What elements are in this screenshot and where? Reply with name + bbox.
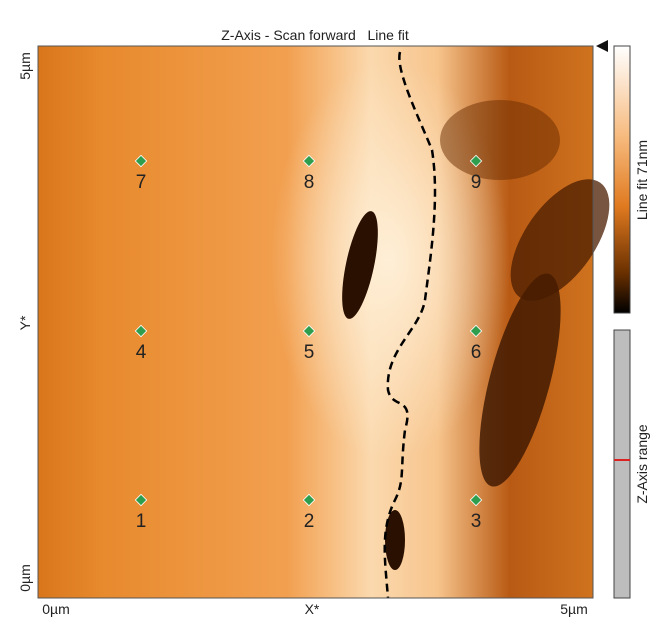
marker-label: 6 [471, 342, 482, 363]
marker-label: 7 [136, 172, 147, 193]
y-axis-bottom: 0µm [17, 564, 33, 592]
x-axis-left: 0µm [42, 601, 70, 617]
marker-label: 4 [136, 342, 147, 363]
range-bar-label: Z-Axis range [634, 424, 650, 504]
scan-viewer: Z-Axis - Scan forward Line fit 1 2 3 4 5… [0, 0, 651, 623]
marker-label: 5 [304, 342, 315, 363]
colorbar-label: Line fit 71nm [634, 140, 650, 220]
marker-label: 9 [471, 172, 482, 193]
marker-label: 1 [136, 511, 147, 532]
scan-image [38, 46, 629, 598]
x-axis-right: 5µm [560, 601, 588, 617]
marker-label: 2 [304, 511, 315, 532]
range-bar [614, 330, 630, 598]
pointer [596, 40, 608, 52]
title: Z-Axis - Scan forward Line fit [221, 27, 409, 43]
y-axis-top: 5µm [17, 52, 33, 80]
x-axis-label: X* [305, 601, 320, 617]
marker-label: 3 [471, 511, 482, 532]
marker-label: 8 [304, 172, 315, 193]
colorbar [614, 46, 630, 313]
y-axis-label: Y* [17, 315, 33, 330]
